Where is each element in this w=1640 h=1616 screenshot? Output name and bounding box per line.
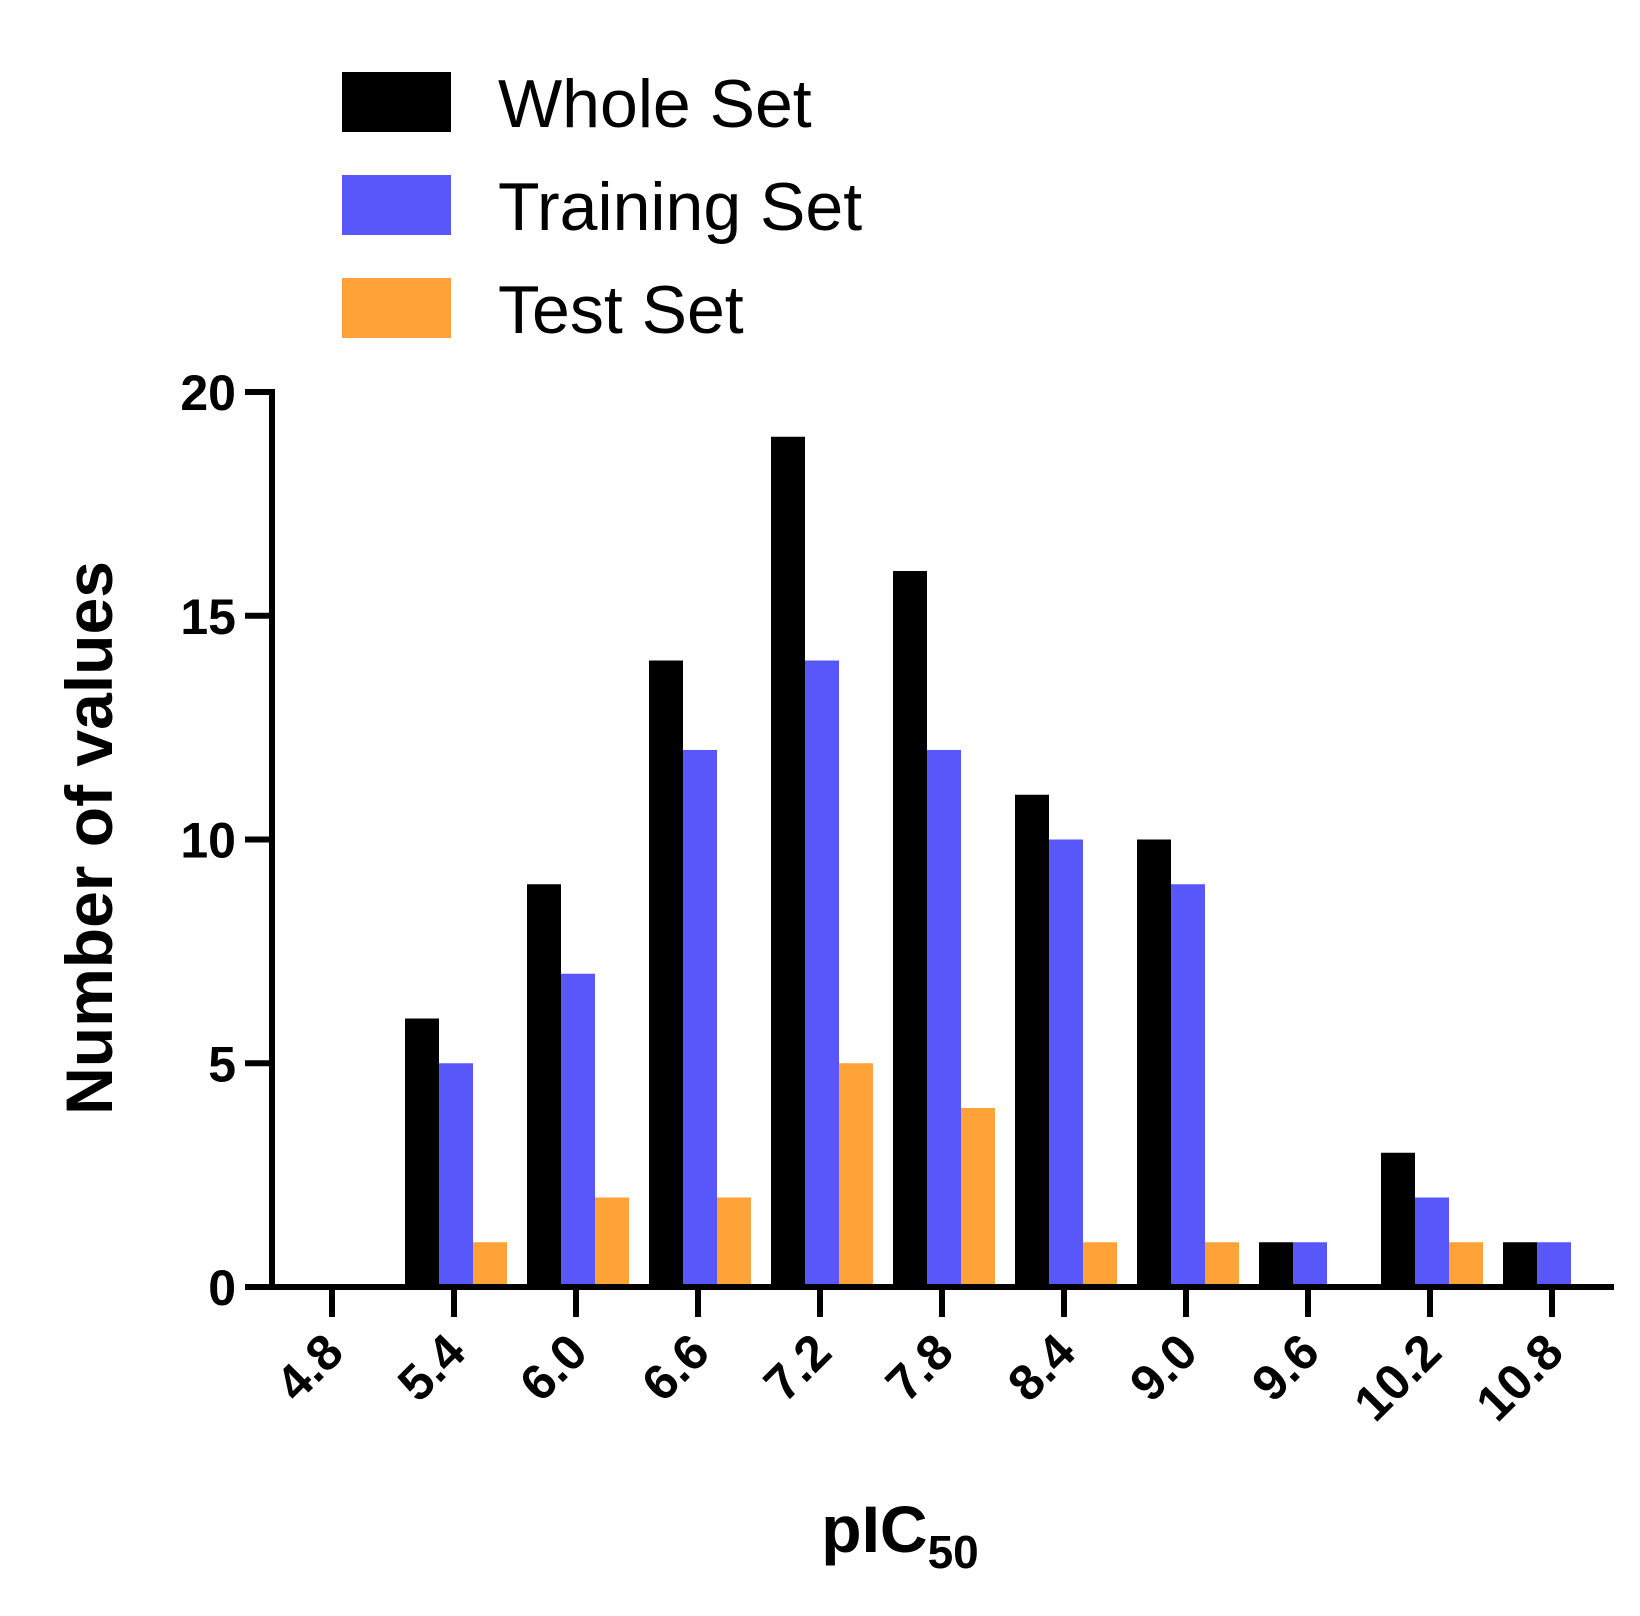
bar-training-set <box>1537 1242 1571 1287</box>
bar-whole-set <box>1259 1242 1293 1287</box>
bar-test-set <box>1449 1242 1483 1287</box>
bar-whole-set <box>1381 1152 1415 1287</box>
x-tick-label: 8.4 <box>997 1323 1086 1412</box>
bar-training-set <box>805 660 839 1287</box>
bar-test-set <box>1083 1242 1117 1287</box>
bar-whole-set <box>1503 1242 1537 1287</box>
bar-training-set <box>561 973 595 1287</box>
legend-swatch-training-set <box>342 175 451 235</box>
bar-training-set <box>1049 839 1083 1287</box>
x-tick-label: 10.2 <box>1343 1323 1451 1431</box>
x-tick-label: 4.8 <box>265 1323 354 1412</box>
bar-whole-set <box>527 884 561 1287</box>
bar-test-set <box>961 1108 995 1287</box>
x-tick-label: 7.2 <box>753 1323 842 1412</box>
bar-test-set <box>1205 1242 1239 1287</box>
y-tick-label: 20 <box>180 365 236 421</box>
bar-training-set <box>927 750 961 1287</box>
y-tick-label: 5 <box>208 1036 236 1092</box>
legend: Whole Set Training Set Test Set <box>342 66 862 348</box>
bar-training-set <box>1293 1242 1327 1287</box>
bars <box>405 436 1571 1287</box>
x-ticks: 4.8 5.4 6.0 6.6 7.2 7.8 8.4 9.0 9.6 10.2 10.8 <box>265 1287 1574 1432</box>
bar-whole-set <box>1015 794 1049 1287</box>
bar-training-set <box>1171 884 1205 1287</box>
legend-swatch-test-set <box>342 278 451 338</box>
y-axis-title: Number of values <box>52 561 126 1115</box>
bar-test-set <box>473 1242 507 1287</box>
x-tick-label: 6.6 <box>631 1323 720 1412</box>
x-tick-label: 6.0 <box>509 1323 598 1412</box>
bar-whole-set <box>649 660 683 1287</box>
bar-training-set <box>439 1063 473 1287</box>
bar-training-set <box>1415 1197 1449 1287</box>
x-axis-title-main: pIC <box>821 1492 927 1566</box>
legend-swatch-whole-set <box>342 72 451 132</box>
y-tick-label: 10 <box>180 813 236 869</box>
legend-label-test-set: Test Set <box>498 272 744 348</box>
bar-test-set <box>839 1063 873 1287</box>
x-axis-title: pIC50 <box>821 1492 979 1578</box>
legend-label-whole-set: Whole Set <box>498 66 812 142</box>
x-tick-label: 5.4 <box>387 1323 476 1412</box>
x-tick-label: 9.0 <box>1119 1323 1208 1412</box>
bar-training-set <box>683 750 717 1287</box>
bar-test-set <box>717 1197 751 1287</box>
x-axis-title-subscript: 50 <box>928 1526 979 1578</box>
legend-label-training-set: Training Set <box>498 169 862 245</box>
bar-whole-set <box>1137 839 1171 1287</box>
x-tick-label: 7.8 <box>875 1323 964 1412</box>
x-tick-label: 10.8 <box>1465 1323 1573 1431</box>
bar-whole-set <box>771 436 805 1287</box>
bar-whole-set <box>405 1018 439 1287</box>
y-ticks: 0 5 10 15 20 <box>180 365 272 1316</box>
bar-test-set <box>595 1197 629 1287</box>
bar-whole-set <box>893 571 927 1287</box>
y-tick-label: 15 <box>180 589 236 645</box>
y-tick-label: 0 <box>208 1260 236 1316</box>
x-tick-label: 9.6 <box>1241 1323 1330 1412</box>
